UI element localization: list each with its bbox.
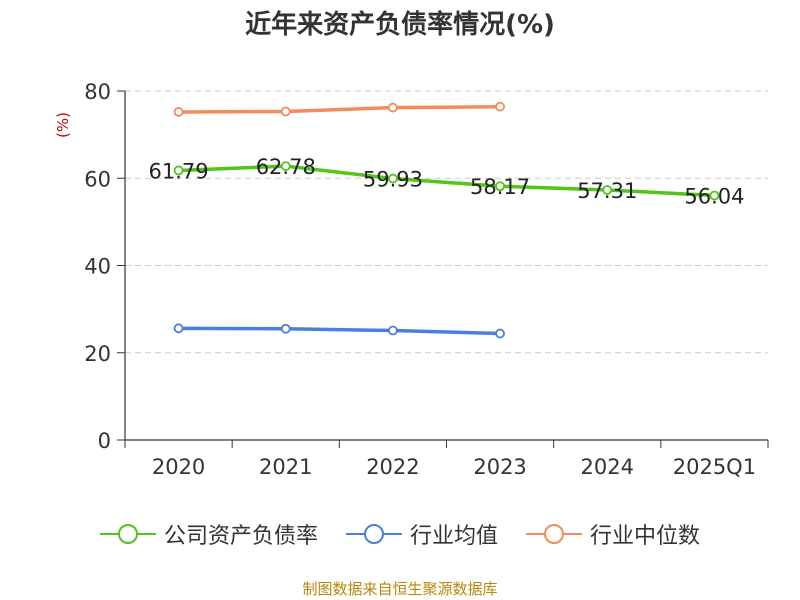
legend: 公司资产负债率 行业均值 行业中位数 — [0, 518, 800, 550]
data-label: 62.78 — [256, 155, 316, 179]
y-tick-label: 60 — [84, 167, 111, 191]
y-tick-label: 0 — [98, 429, 111, 453]
data-point — [173, 323, 184, 334]
legend-swatch-icon — [99, 524, 156, 544]
legend-label: 行业均值 — [409, 524, 498, 549]
data-point — [709, 190, 720, 201]
series-line — [178, 326, 501, 336]
x-tick-label: 2024 — [581, 455, 634, 479]
x-tick-label: 2023 — [473, 455, 526, 479]
chart-title: 近年来资产负债率情况(%) — [245, 10, 555, 40]
series-line — [178, 164, 715, 198]
legend-item[interactable]: 行业中位数 — [526, 518, 700, 550]
data-label: 61.79 — [149, 159, 209, 183]
source-note: 制图数据来自恒生聚源数据库 — [302, 580, 498, 598]
legend-item[interactable]: 公司资产负债率 — [99, 518, 318, 550]
data-point — [280, 106, 291, 117]
x-tick-label: 2025Q1 — [673, 455, 756, 479]
data-point — [602, 185, 613, 195]
y-tick-label: 20 — [84, 342, 111, 366]
data-label: 57.31 — [577, 179, 637, 203]
data-point — [495, 328, 505, 339]
data-point — [388, 325, 398, 336]
x-tick-label: 2020 — [152, 455, 205, 479]
data-point — [280, 323, 291, 334]
x-tick-label: 2021 — [259, 455, 312, 479]
data-point — [388, 102, 398, 113]
y-axis-label: (%) — [54, 112, 72, 138]
data-point — [173, 107, 184, 117]
y-tick-label: 80 — [84, 80, 111, 104]
y-tick-label: 40 — [84, 255, 111, 279]
data-label: 56.04 — [684, 185, 744, 209]
legend-item[interactable]: 行业均值 — [345, 518, 498, 550]
legend-swatch-icon — [345, 524, 402, 544]
series-line — [178, 104, 501, 114]
data-point — [495, 101, 505, 112]
data-point — [173, 165, 184, 176]
data-point — [280, 161, 291, 172]
data-point — [388, 173, 398, 184]
data-point — [495, 181, 505, 192]
legend-label: 行业中位数 — [590, 524, 701, 549]
x-tick-label: 2022 — [366, 455, 419, 479]
data-label: 59.93 — [363, 168, 423, 192]
data-label: 58.17 — [470, 175, 530, 199]
legend-label: 公司资产负债率 — [163, 524, 318, 549]
legend-swatch-icon — [526, 524, 582, 544]
